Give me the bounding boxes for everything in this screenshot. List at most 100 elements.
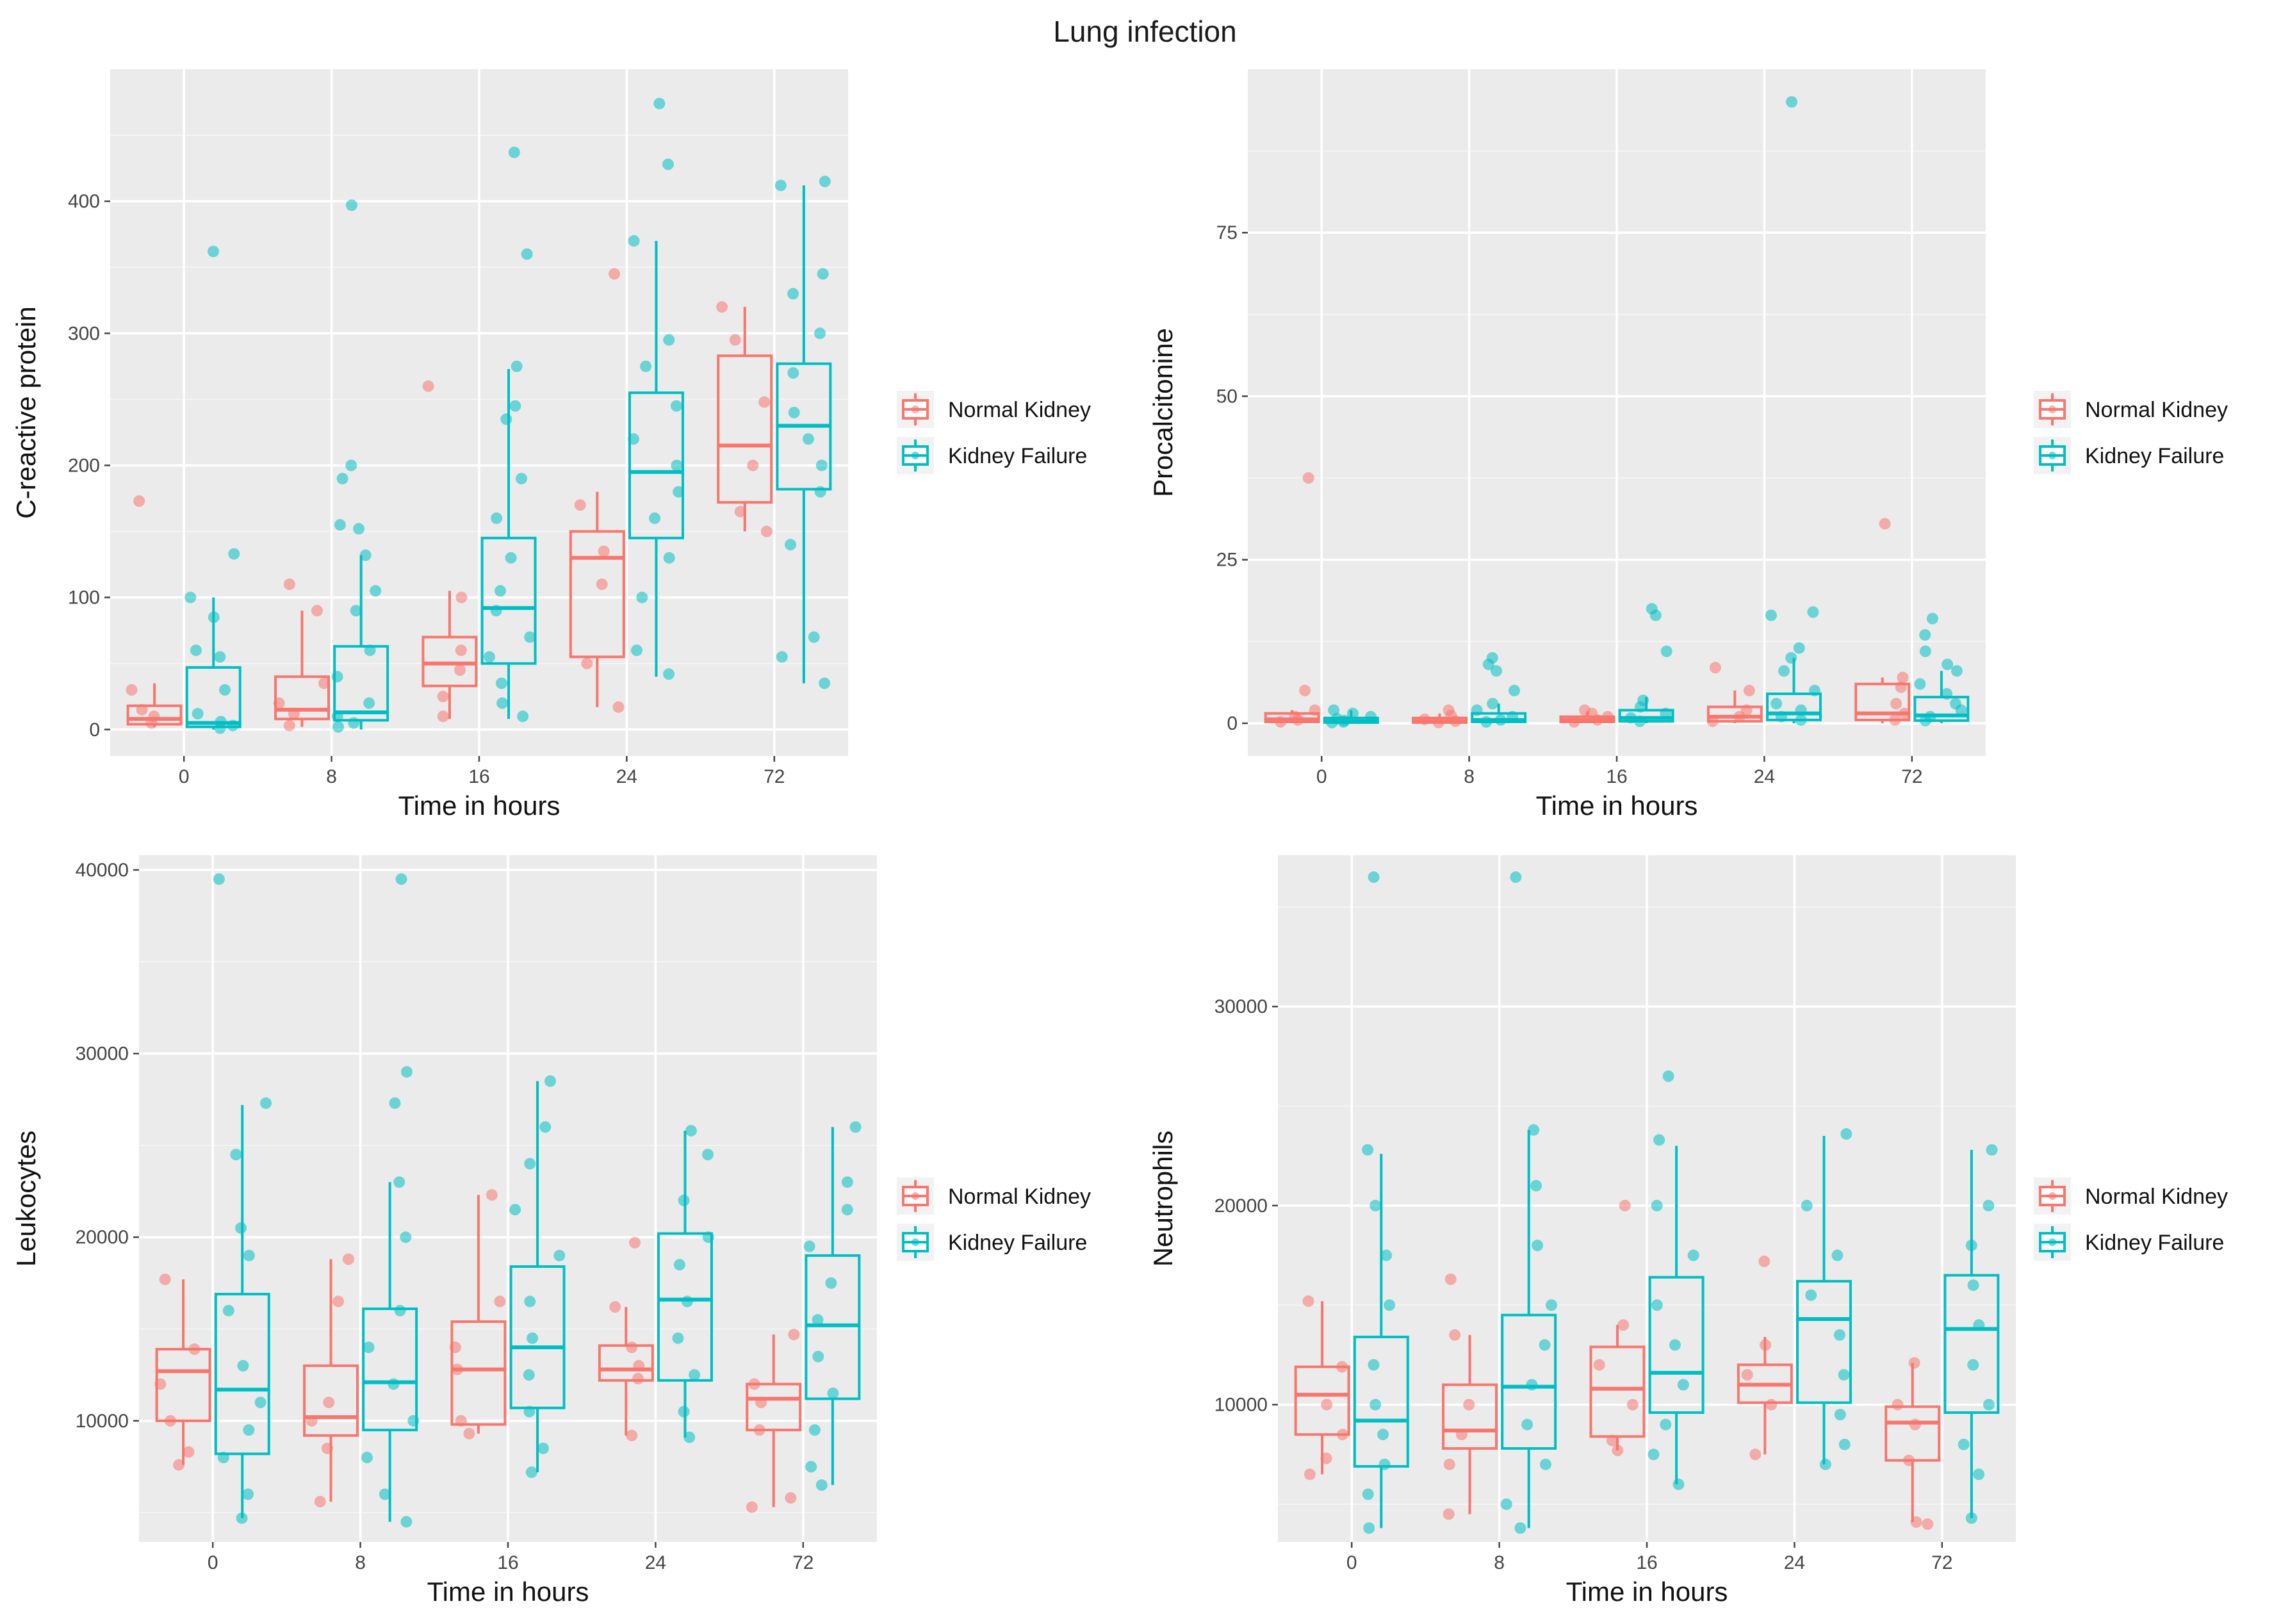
data-point <box>511 360 523 372</box>
data-point <box>1795 714 1807 726</box>
data-point <box>1673 1478 1685 1490</box>
legend-key-point <box>2049 1238 2056 1246</box>
box-iqr <box>1589 1345 1646 1438</box>
data-point <box>188 1343 200 1356</box>
data-point <box>1687 1249 1699 1261</box>
data-point <box>1321 1398 1333 1411</box>
data-point <box>1491 665 1503 677</box>
data-point <box>544 1075 556 1087</box>
data-point <box>663 668 675 680</box>
data-point <box>483 651 495 663</box>
data-point <box>509 400 521 412</box>
data-point <box>1834 1409 1846 1421</box>
x-tick-label: 8 <box>1494 1552 1505 1573</box>
data-point <box>184 591 197 603</box>
data-point <box>628 235 640 247</box>
data-point <box>1626 1398 1639 1411</box>
x-tick-label: 24 <box>1754 766 1775 787</box>
data-point <box>183 1446 195 1458</box>
data-point <box>1378 1458 1391 1470</box>
y-axis-title: Procalcitonine <box>1148 328 1178 497</box>
box-iqr <box>598 1344 654 1382</box>
data-point <box>1530 1179 1542 1192</box>
data-point <box>649 512 661 524</box>
data-point <box>814 486 826 498</box>
data-point <box>1568 716 1580 728</box>
data-point <box>322 1442 334 1454</box>
data-point <box>363 1341 375 1354</box>
data-point <box>306 1415 318 1427</box>
data-point <box>1706 715 1719 727</box>
legend-key-point <box>912 1192 919 1200</box>
data-point <box>1749 1448 1762 1461</box>
x-tick-label: 0 <box>208 1552 218 1573</box>
data-point <box>653 97 666 110</box>
data-point <box>463 1427 475 1439</box>
data-point <box>716 301 728 313</box>
data-point <box>334 519 346 531</box>
data-point <box>598 545 610 557</box>
data-point <box>1919 645 1931 657</box>
legend-label: Normal Kidney <box>2085 1185 2228 1209</box>
data-point <box>230 1149 242 1161</box>
data-point <box>314 1495 326 1507</box>
data-point <box>455 591 468 603</box>
y-tick-label: 20000 <box>76 1227 129 1248</box>
data-point <box>758 396 771 408</box>
data-point <box>222 1304 234 1316</box>
data-point <box>1336 1429 1348 1441</box>
legend-label: Kidney Failure <box>948 1231 1087 1255</box>
data-point <box>808 1424 821 1436</box>
data-point <box>747 459 759 472</box>
box-iqr <box>746 1382 802 1432</box>
data-point <box>662 158 674 170</box>
data-point <box>1743 684 1755 696</box>
data-point <box>208 611 220 623</box>
data-point <box>219 684 231 696</box>
legend-label: Kidney Failure <box>948 444 1087 468</box>
data-point <box>1302 1295 1314 1308</box>
data-point <box>133 495 145 507</box>
data-point <box>331 710 343 723</box>
data-point <box>1879 518 1891 530</box>
data-point <box>1380 1249 1393 1261</box>
x-tick-label: 0 <box>1346 1552 1357 1573</box>
data-point <box>350 605 362 617</box>
data-point <box>1363 1522 1375 1534</box>
data-point <box>524 1158 536 1170</box>
box-iqr <box>1796 1279 1852 1404</box>
data-point <box>243 1424 255 1436</box>
data-point <box>1942 659 1954 671</box>
x-tick-label: 16 <box>468 766 489 787</box>
data-point <box>1651 1199 1663 1211</box>
data-point <box>208 245 220 258</box>
data-point <box>702 1231 714 1243</box>
data-point <box>673 1259 685 1271</box>
data-point <box>1983 1199 1995 1211</box>
data-point <box>359 549 372 561</box>
y-tick-label: 0 <box>89 719 100 741</box>
data-point <box>574 499 586 511</box>
data-point <box>609 1301 621 1313</box>
box-iqr <box>569 530 625 659</box>
data-point <box>364 644 376 657</box>
box-iqr <box>274 675 330 721</box>
data-point <box>1299 684 1311 696</box>
data-point <box>500 413 512 425</box>
data-point <box>748 1378 760 1390</box>
data-point <box>524 1295 536 1308</box>
data-point <box>1793 642 1805 654</box>
data-point <box>524 631 536 643</box>
data-point <box>1606 1434 1618 1447</box>
data-point <box>1807 606 1819 618</box>
data-point <box>1786 96 1798 108</box>
data-point <box>455 644 467 657</box>
data-point <box>802 433 814 445</box>
x-tick-label: 24 <box>645 1552 666 1573</box>
data-point <box>1919 629 1931 641</box>
data-point <box>273 697 285 709</box>
data-point <box>1362 1144 1374 1156</box>
data-point <box>407 1415 420 1427</box>
data-point <box>527 1332 539 1344</box>
